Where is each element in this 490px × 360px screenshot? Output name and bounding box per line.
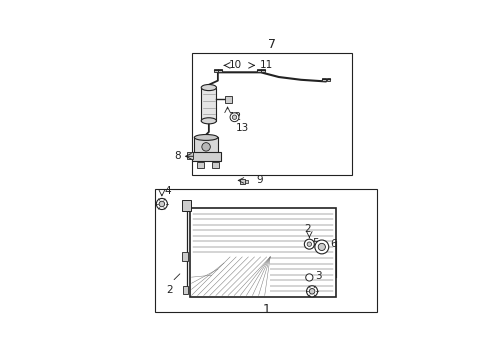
Bar (195, 138, 218, 153)
Bar (214, 69, 218, 72)
Text: 3: 3 (315, 271, 321, 281)
Bar (182, 200, 191, 211)
Circle shape (318, 243, 325, 251)
Text: 10: 10 (228, 60, 242, 70)
Bar (192, 152, 220, 161)
Bar (155, 189, 377, 312)
Text: 9: 9 (257, 175, 263, 185)
Text: 1: 1 (263, 303, 270, 316)
Circle shape (202, 143, 210, 151)
Bar (240, 179, 245, 184)
Text: 4: 4 (165, 186, 172, 196)
Bar (192, 257, 270, 296)
Bar (197, 162, 204, 168)
Bar (201, 87, 217, 121)
Bar (187, 152, 194, 159)
Ellipse shape (201, 85, 217, 91)
Circle shape (230, 113, 239, 122)
Ellipse shape (201, 118, 217, 124)
Circle shape (232, 115, 237, 120)
Circle shape (307, 286, 318, 297)
Text: 7: 7 (268, 38, 276, 51)
Bar (219, 69, 222, 72)
Bar (322, 78, 326, 81)
Bar (225, 96, 232, 103)
Bar (257, 69, 261, 72)
Text: 11: 11 (259, 60, 273, 70)
Bar (326, 78, 330, 81)
Bar (261, 69, 265, 72)
Circle shape (315, 240, 329, 254)
Ellipse shape (195, 135, 218, 140)
Text: 2: 2 (166, 285, 172, 295)
Circle shape (304, 239, 314, 249)
Text: 8: 8 (174, 151, 181, 161)
Circle shape (306, 274, 313, 281)
Text: 13: 13 (236, 123, 249, 133)
Text: 2: 2 (305, 225, 311, 234)
Text: 12: 12 (229, 112, 242, 122)
Bar (192, 53, 352, 175)
Text: 6: 6 (330, 239, 337, 249)
Circle shape (307, 242, 312, 246)
Text: 5: 5 (312, 238, 318, 248)
Circle shape (159, 201, 165, 207)
Bar (182, 252, 188, 261)
Circle shape (156, 198, 168, 210)
Bar (245, 180, 247, 183)
Bar (183, 286, 188, 294)
Bar (190, 208, 336, 297)
Circle shape (309, 288, 315, 294)
Bar (212, 162, 219, 168)
